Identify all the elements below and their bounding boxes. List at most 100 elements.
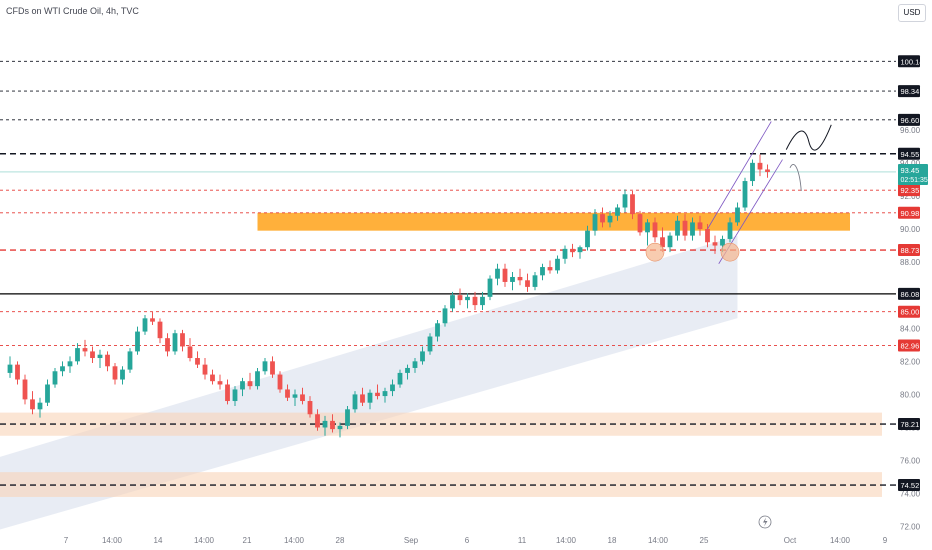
- candle: [600, 214, 605, 223]
- x-tick-label: 14:00: [648, 536, 669, 545]
- candle: [292, 394, 298, 398]
- price-level-label-box: [898, 85, 920, 98]
- candle: [450, 295, 455, 309]
- x-tick-label: 28: [336, 536, 345, 545]
- x-tick-label: 9: [883, 536, 888, 545]
- candle: [52, 371, 58, 385]
- candle: [247, 381, 253, 387]
- candle: [345, 409, 350, 426]
- current-price-label: 93.45: [901, 166, 920, 175]
- candle: [330, 420, 335, 430]
- candle: [615, 207, 620, 216]
- current-price-box: [898, 163, 928, 185]
- price-level-label-box: [898, 184, 920, 197]
- candle: [465, 296, 470, 301]
- candle: [277, 374, 283, 390]
- candle: [165, 338, 170, 352]
- candle: [315, 414, 320, 428]
- y-tick-label: 80.00: [900, 390, 921, 399]
- price-level-label-box: [898, 287, 920, 300]
- candle: [7, 364, 13, 373]
- candle: [195, 358, 200, 365]
- price-level-label: 90.98: [901, 209, 920, 218]
- candle: [442, 308, 448, 324]
- candle: [502, 268, 508, 282]
- price-level-label-box: [898, 479, 920, 492]
- candle: [180, 333, 185, 347]
- price-level-label: 92.35: [901, 186, 920, 195]
- resistance-zone: [257, 212, 850, 231]
- candle: [240, 381, 245, 390]
- x-tick-label: 6: [465, 536, 470, 545]
- candle: [202, 364, 208, 375]
- price-level-label-box: [898, 113, 920, 126]
- candle: [67, 361, 73, 367]
- candle: [142, 318, 148, 332]
- x-tick-label: 14:00: [102, 536, 123, 545]
- x-tick-label: 7: [64, 536, 69, 545]
- candle: [367, 392, 373, 403]
- candle: [270, 361, 275, 375]
- candle: [232, 389, 238, 402]
- candle: [405, 367, 410, 373]
- y-tick-label: 96.00: [900, 126, 921, 135]
- x-tick-label: 14: [154, 536, 163, 545]
- y-tick-label: 74.00: [900, 490, 921, 499]
- y-axis: 72.0074.0076.0078.0080.0082.0084.0086.00…: [900, 126, 921, 532]
- candle: [690, 222, 695, 236]
- candle: [682, 220, 688, 236]
- price-level-label: 74.52: [901, 481, 920, 490]
- candle: [112, 366, 118, 380]
- candle: [135, 331, 140, 352]
- price-level-label: 82.96: [901, 341, 920, 350]
- x-tick-label: 14:00: [556, 536, 577, 545]
- candle: [645, 222, 650, 233]
- currency-button[interactable]: USD: [898, 4, 926, 22]
- symbol-title: CFDs on WTI Crude Oil, 4h, TVC: [6, 6, 139, 16]
- candle: [157, 321, 163, 339]
- candle: [577, 247, 583, 253]
- candle: [45, 384, 50, 403]
- channel-band: [0, 235, 738, 530]
- x-tick-label: 14:00: [284, 536, 305, 545]
- lightning-bolt: [763, 517, 768, 527]
- candle: [757, 162, 763, 170]
- candle: [285, 389, 290, 398]
- candle: [412, 361, 418, 368]
- highlight-circle: [720, 242, 740, 262]
- candle: [375, 392, 380, 397]
- bearish-projection-arrow: [789, 164, 802, 192]
- price-level-label: 98.34: [901, 87, 920, 96]
- candle: [555, 258, 560, 271]
- x-tick-label: 14:00: [830, 536, 851, 545]
- candle: [360, 394, 365, 403]
- candle: [217, 381, 223, 385]
- candle: [622, 194, 628, 208]
- candle: [697, 222, 703, 230]
- candle: [712, 242, 718, 246]
- candles: [7, 154, 770, 438]
- candle: [307, 401, 313, 415]
- candle: [127, 351, 133, 370]
- highlight-circle: [645, 242, 665, 262]
- candle: [525, 280, 530, 287]
- countdown-label: 02:51:35: [901, 177, 928, 184]
- candle: [765, 169, 770, 172]
- y-tick-label: 76.00: [900, 457, 921, 466]
- candle: [652, 222, 658, 238]
- candle: [60, 366, 65, 372]
- candle: [510, 276, 515, 282]
- candle: [487, 278, 493, 297]
- candle: [37, 402, 43, 410]
- candle: [105, 354, 110, 367]
- candle: [210, 374, 215, 382]
- candle: [532, 275, 538, 287]
- price-level-label: 86.08: [901, 290, 920, 299]
- candle: [225, 384, 230, 402]
- candle: [750, 162, 755, 182]
- candle: [660, 237, 665, 248]
- candle: [300, 394, 305, 402]
- x-tick-label: 25: [700, 536, 709, 545]
- price-level-label: 85.00: [901, 308, 920, 317]
